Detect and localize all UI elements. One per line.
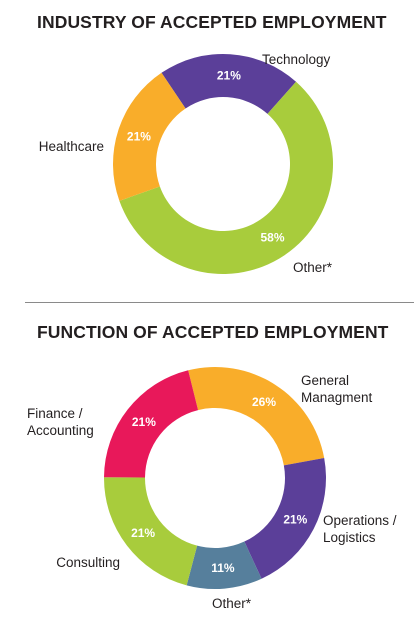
segment-value-label: 58% — [260, 230, 284, 244]
category-label: General Managment — [301, 373, 373, 405]
category-label: Operations / Logistics — [323, 513, 397, 545]
category-label: Technology — [262, 52, 331, 67]
category-label: Other* — [212, 596, 252, 611]
donut-segment-consulting — [104, 477, 198, 586]
category-label: Other* — [293, 260, 333, 275]
industry-chart-title: INDUSTRY OF ACCEPTED EMPLOYMENT — [37, 12, 387, 32]
industry-donut-chart: 21% 58% 21% Technology Other* Healthcare — [39, 52, 333, 275]
donut-segment-other — [119, 81, 333, 274]
function-donut-chart: 26% 21% 11% 21% 21% General Managment Operation… — [27, 367, 397, 611]
segment-value-label: 21% — [283, 513, 307, 527]
segment-value-label: 21% — [132, 415, 156, 429]
category-label: Consulting — [56, 555, 120, 570]
donut-segment-finance-accounting — [104, 370, 199, 478]
section-divider — [25, 302, 414, 303]
segment-value-label: 21% — [127, 129, 151, 143]
segment-value-label: 21% — [217, 69, 241, 83]
donut-segment-general-managment — [188, 367, 325, 466]
donut-segment-operations-logistics — [244, 457, 326, 579]
donut-segment-healthcare — [113, 72, 186, 201]
segment-value-label: 21% — [131, 526, 155, 540]
function-chart-title: FUNCTION OF ACCEPTED EMPLOYMENT — [37, 322, 389, 342]
donut-segment-technology — [161, 54, 297, 114]
category-label: Healthcare — [39, 139, 104, 154]
category-label: Finance / Accounting — [27, 406, 94, 438]
segment-value-label: 26% — [252, 395, 276, 409]
segment-value-label: 11% — [211, 561, 235, 575]
donut-segment-other — [186, 541, 262, 589]
